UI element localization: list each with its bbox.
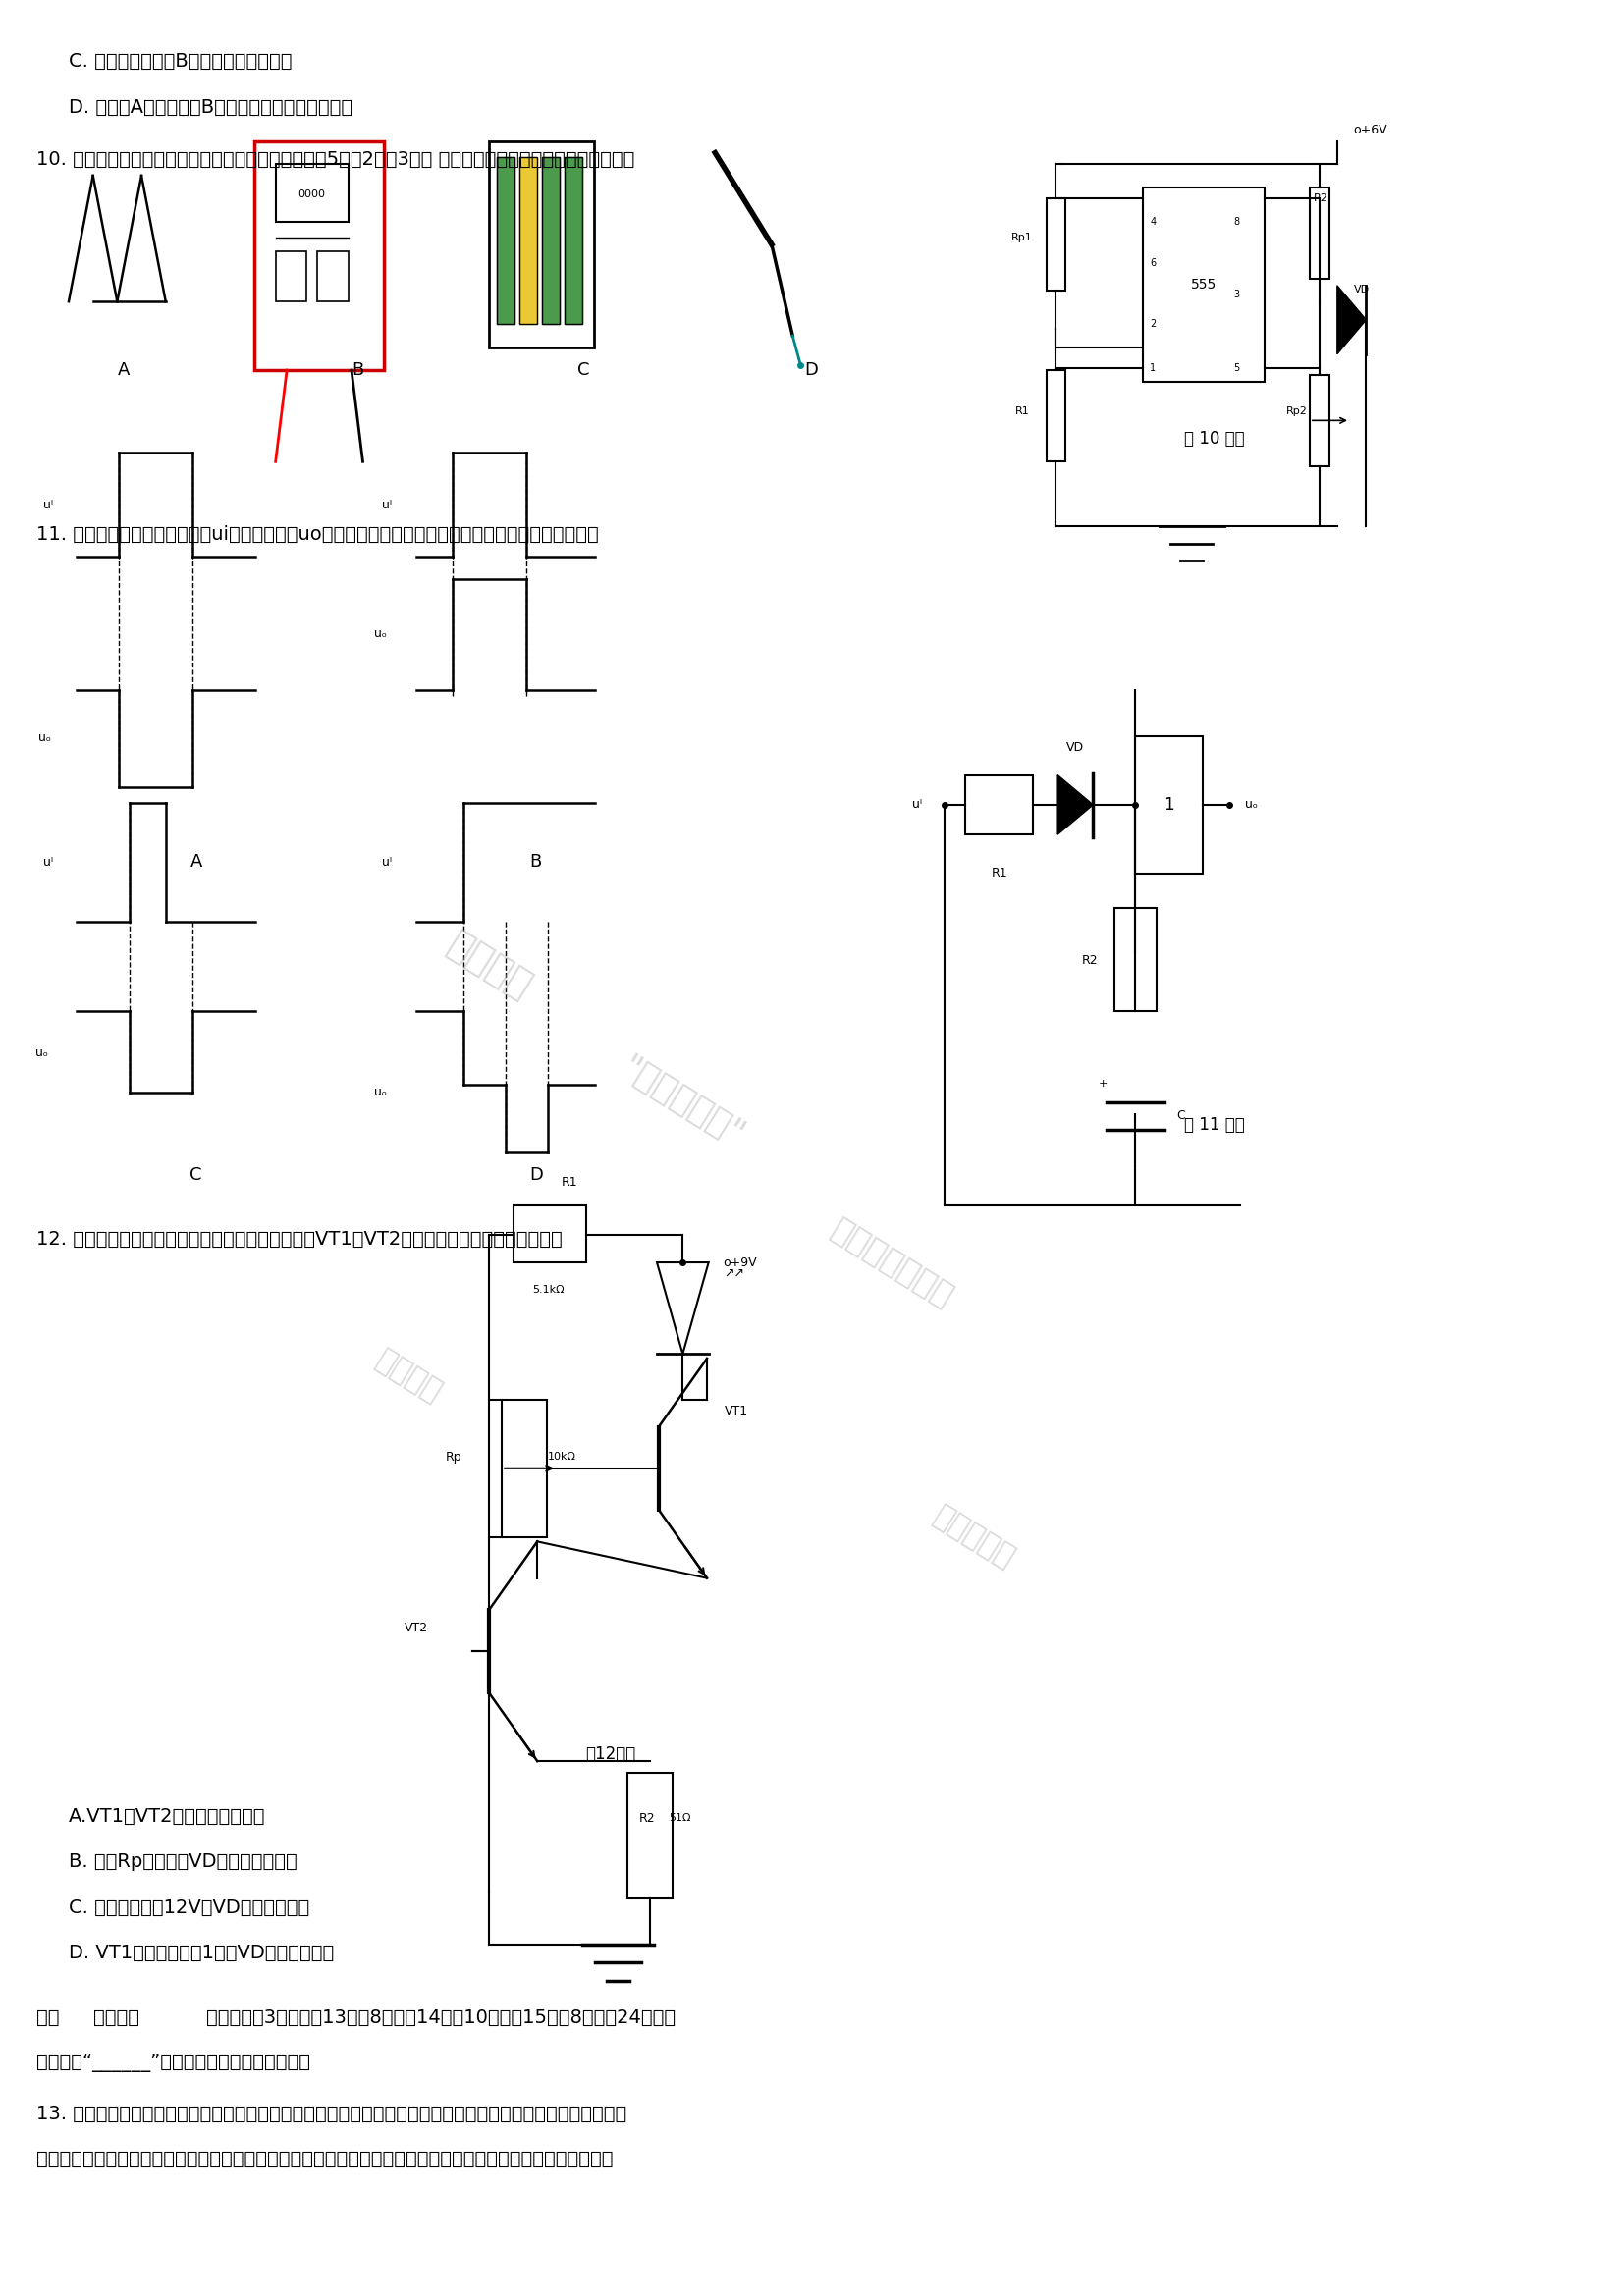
Text: 10kΩ: 10kΩ — [547, 1451, 577, 1463]
Bar — [1046, 370, 1065, 461]
Text: C: C — [578, 360, 590, 379]
Text: A.VT1、VT2均工作于放大状态: A.VT1、VT2均工作于放大状态 — [68, 1807, 266, 1825]
Text: 二、: 二、 — [36, 2009, 60, 2027]
Text: 非选择题: 非选择题 — [93, 2009, 140, 2027]
Text: 微信搜索: 微信搜索 — [370, 1345, 447, 1407]
Text: o+6V: o+6V — [1353, 124, 1387, 135]
Text: 微信搜索: 微信搜索 — [440, 925, 538, 1006]
Bar — [542, 158, 560, 324]
Text: uₒ: uₒ — [374, 1086, 387, 1100]
Text: D. 把工件A装配到工件B的过程采用了闭环控制方式: D. 把工件A装配到工件B的过程采用了闭环控制方式 — [68, 99, 352, 117]
Bar — [489, 142, 594, 347]
Bar — [276, 165, 348, 220]
Text: VT1: VT1 — [724, 1405, 749, 1417]
Text: 4: 4 — [1150, 216, 1156, 227]
Text: uₒ: uₒ — [34, 1047, 47, 1058]
Text: C. 相机拍摄的工件B的图像信息是输入量: C. 相机拍摄的工件B的图像信息是输入量 — [68, 53, 292, 71]
Bar — [520, 158, 538, 324]
Text: 第12题图: 第12题图 — [586, 1745, 637, 1763]
Text: uₒ: uₒ — [374, 627, 387, 641]
Text: uₒ: uₒ — [37, 732, 50, 744]
Text: B: B — [529, 854, 541, 870]
Bar — [966, 776, 1033, 833]
Text: 555: 555 — [1190, 278, 1216, 292]
Polygon shape — [1337, 285, 1366, 354]
Text: ↗↗: ↗↗ — [724, 1267, 745, 1281]
Text: VT2: VT2 — [404, 1621, 429, 1635]
Text: D: D — [804, 360, 817, 379]
Text: B. 调大Rp的阻值，VD亮度变化不明显: B. 调大Rp的阻值，VD亮度变化不明显 — [68, 1853, 297, 1871]
Text: 6: 6 — [1150, 257, 1156, 269]
Text: uᴵ: uᴵ — [42, 856, 52, 868]
Text: D: D — [529, 1166, 542, 1185]
Text: 5: 5 — [1234, 363, 1241, 372]
Bar — [1143, 186, 1265, 381]
Bar — [565, 158, 583, 324]
Text: Rp: Rp — [445, 1451, 461, 1463]
Text: D. VT1放大倍数增加1倍，VD亮度明显变化: D. VT1放大倍数增加1倍，VD亮度明显变化 — [68, 1945, 335, 1963]
Text: C: C — [190, 1166, 201, 1185]
Text: B: B — [351, 360, 364, 379]
Text: uᴵ: uᴵ — [382, 498, 391, 512]
Text: uᴵ: uᴵ — [42, 498, 52, 512]
Text: VD: VD — [1353, 285, 1369, 294]
Text: R1: R1 — [1015, 406, 1030, 416]
Text: 10. 小明准备在面包板上搞建如图所示的电路，并探究5脚、2脚、3脚之 间的电位关系，下列器材中不需要的是: 10. 小明准备在面包板上搞建如图所示的电路，并探究5脚、2脚、3脚之 间的电位… — [36, 149, 635, 170]
Text: +: + — [1098, 1079, 1108, 1088]
Text: 2: 2 — [1150, 319, 1156, 328]
Text: 1: 1 — [1164, 797, 1174, 813]
Text: 第 10 题图: 第 10 题图 — [1184, 429, 1244, 448]
Text: 0000: 0000 — [297, 188, 325, 200]
Text: （本大题共3小题，第13小题8分，第14小题10分，第15小题8分，共24分。各: （本大题共3小题，第13小题8分，第14小题10分，第15小题8分，共24分。各 — [206, 2009, 676, 2027]
Text: VD: VD — [1067, 742, 1085, 753]
Text: Rp1: Rp1 — [1012, 232, 1033, 243]
Text: uᴵ: uᴵ — [913, 799, 922, 810]
Text: 51Ω: 51Ω — [669, 1814, 690, 1823]
Bar — [497, 158, 515, 324]
Text: 3: 3 — [1234, 289, 1241, 298]
Text: C: C — [1176, 1109, 1184, 1123]
Text: uᴵ: uᴵ — [382, 856, 391, 868]
Bar — [513, 1205, 586, 1263]
Text: R1: R1 — [991, 868, 1007, 879]
Bar — [318, 250, 348, 301]
Text: Rp2: Rp2 — [1286, 406, 1307, 416]
Bar — [1309, 186, 1328, 278]
Text: 第 11 题图: 第 11 题图 — [1184, 1116, 1244, 1134]
Text: R2: R2 — [1314, 193, 1328, 204]
Bar — [276, 165, 348, 220]
Text: R2: R2 — [1082, 955, 1098, 967]
Text: C. 电源电压改为12V，VD亮度基本不变: C. 电源电压改为12V，VD亮度基本不变 — [68, 1899, 310, 1917]
Bar — [1114, 907, 1156, 1010]
Text: A: A — [117, 360, 130, 379]
Bar — [502, 1401, 547, 1536]
Bar — [628, 1773, 672, 1899]
Bar — [255, 142, 383, 370]
Text: o+9V: o+9V — [723, 1256, 757, 1270]
Text: 12. 如图所示是小明设计的台灯模型的电路，工作时VT1、VT2均导通，下列分析中不合理的是: 12. 如图所示是小明设计的台灯模型的电路，工作时VT1、VT2均导通，下列分析… — [36, 1231, 562, 1249]
Text: 8: 8 — [1234, 216, 1241, 227]
Text: 获取第一手资料: 获取第一手资料 — [827, 1212, 960, 1313]
Text: A: A — [190, 854, 201, 870]
Bar — [1135, 737, 1203, 872]
Text: 析比较准备选择如图所示的产品。该产品长度可调，免钉安装，靠底座与墙面的摸擦力固定，但价格相对较高。小: 析比较准备选择如图所示的产品。该产品长度可调，免钉安装，靠底座与墙面的摸擦力固定… — [36, 2149, 614, 2167]
Text: "高考早知道": "高考早知道" — [615, 1052, 750, 1153]
Text: 13. 小明为了在家中锻炼身体，准备在过道两侧墙壁之间安装一个简易单杠。小明首先上网收集相关资料，经过分: 13. 小明为了在家中锻炼身体，准备在过道两侧墙壁之间安装一个简易单杠。小明首先… — [36, 2103, 627, 2124]
Text: 11. 如图所示的信号处理电路，ui为输入信号，uo为输出信号。下列输出波形与输入波形关系中可能的是: 11. 如图所示的信号处理电路，ui为输入信号，uo为输出信号。下列输出波形与输… — [36, 526, 599, 544]
Text: 高考早知道: 高考早知道 — [927, 1502, 1020, 1573]
Text: 1: 1 — [1150, 363, 1156, 372]
Bar — [1309, 374, 1328, 466]
Text: R1: R1 — [562, 1176, 578, 1189]
Text: R2: R2 — [638, 1812, 656, 1825]
Polygon shape — [1057, 776, 1093, 833]
Text: uₒ: uₒ — [1246, 799, 1259, 810]
Text: 小题中的“______”处填写合适选项的字母编号）: 小题中的“______”处填写合适选项的字母编号） — [36, 2055, 310, 2073]
Text: 5.1kΩ: 5.1kΩ — [533, 1286, 565, 1295]
Bar — [1046, 197, 1065, 289]
Bar — [276, 250, 307, 301]
